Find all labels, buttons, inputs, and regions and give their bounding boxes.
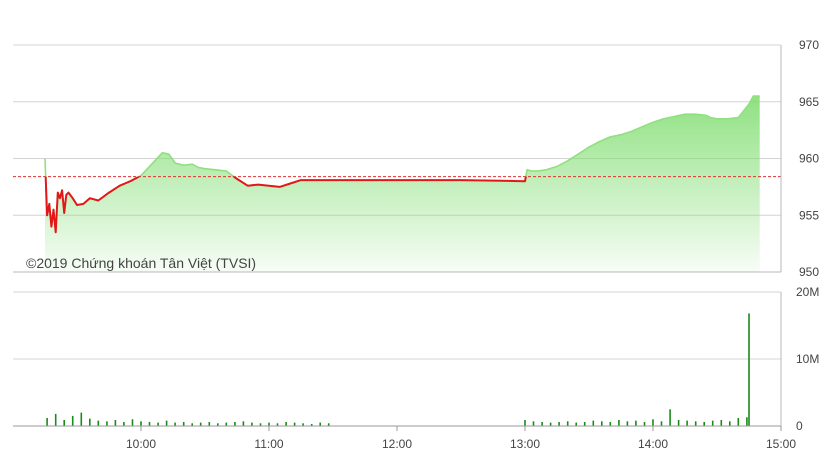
volume-bar [532,421,535,426]
volume-bar [285,422,287,426]
x-axis-tick-labels: 10:00 11:00 12:00 13:00 14:00 15:00 [126,437,796,451]
volume-bar [54,413,57,426]
volume-bar [157,422,159,426]
price-line-below [44,176,527,234]
x-tick-label: 13:00 [510,437,540,451]
price-tick-label: 965 [799,95,819,109]
x-tick-label: 14:00 [638,437,668,451]
volume-bar [234,422,236,426]
volume-bar [208,422,211,426]
volume-bar [549,422,552,426]
volume-bar [720,420,723,426]
volume-bar [97,420,100,426]
volume-bar [148,422,151,426]
volume-bar [217,423,219,426]
volume-bar [251,422,253,426]
volume-bar [737,418,740,426]
watermark: ©2019 Chứng khoán Tân Việt (TVSI) [26,255,256,271]
volume-bar [729,421,731,426]
volume-bar [191,423,193,426]
volume-tick-label: 20M [796,285,819,299]
volume-bar [268,422,270,426]
volume-bar [199,422,202,426]
volume-bar [618,420,620,426]
volume-tick-label: 10M [796,352,819,366]
volume-bar [131,419,134,426]
volume-bar [310,424,313,426]
volume-bar [746,417,748,426]
volume-bar [182,422,185,426]
volume-bar [46,418,48,426]
volume-bar [583,422,586,426]
axes [13,45,782,431]
price-area [45,96,760,272]
volume-tick-label: 0 [796,419,803,433]
volume-bar [302,423,304,426]
volume-bar [541,422,543,426]
volume-bar [225,422,228,426]
volume-bars [46,313,750,427]
volume-bar [114,420,117,426]
volume-bar [652,419,654,426]
volume-bar [558,422,560,426]
x-tick-label: 11:00 [254,437,283,451]
volume-bar [694,421,697,426]
y-axis-tick-labels: 950 955 960 965 970 0 10M 20M [796,38,819,433]
volume-bar [626,421,629,426]
price-tick-label: 955 [799,208,819,222]
volume-bar [686,420,688,426]
volume-bar [165,420,168,426]
price-tick-label: 950 [799,265,819,279]
volume-gridlines [13,291,781,360]
x-tick-label: 15:00 [766,437,796,451]
volume-bar [660,421,663,426]
volume-bar [575,422,577,426]
volume-bar [711,420,714,426]
price-area-fill [45,96,760,272]
volume-bar [566,421,569,426]
volume-bar [601,421,603,426]
price-line [44,95,760,234]
price-line-above [44,95,760,177]
price-tick-label: 970 [799,38,819,52]
volume-bar [140,421,142,426]
volume-bar [106,421,108,426]
x-tick-label: 10:00 [126,437,156,451]
volume-bar [319,422,321,426]
x-tick-label: 12:00 [382,437,412,451]
volume-bar [293,422,296,426]
volume-bar [524,420,526,426]
volume-bar [259,423,262,426]
volume-bar [703,422,705,426]
price-tick-label: 960 [799,152,819,166]
volume-bar [123,422,125,426]
volume-bar [592,420,595,426]
volume-bar [327,423,330,426]
volume-bar [89,418,91,426]
volume-bar [635,420,637,426]
volume-bar [748,313,750,426]
volume-bar [80,412,83,426]
volume-bar [174,422,176,426]
volume-bar [63,420,65,426]
volume-bar [669,409,671,427]
volume-bar [643,422,646,426]
volume-bar [71,415,74,426]
volume-bar [276,423,279,426]
volume-bar [242,421,245,426]
volume-bar [609,422,612,426]
volume-bar [677,420,680,426]
